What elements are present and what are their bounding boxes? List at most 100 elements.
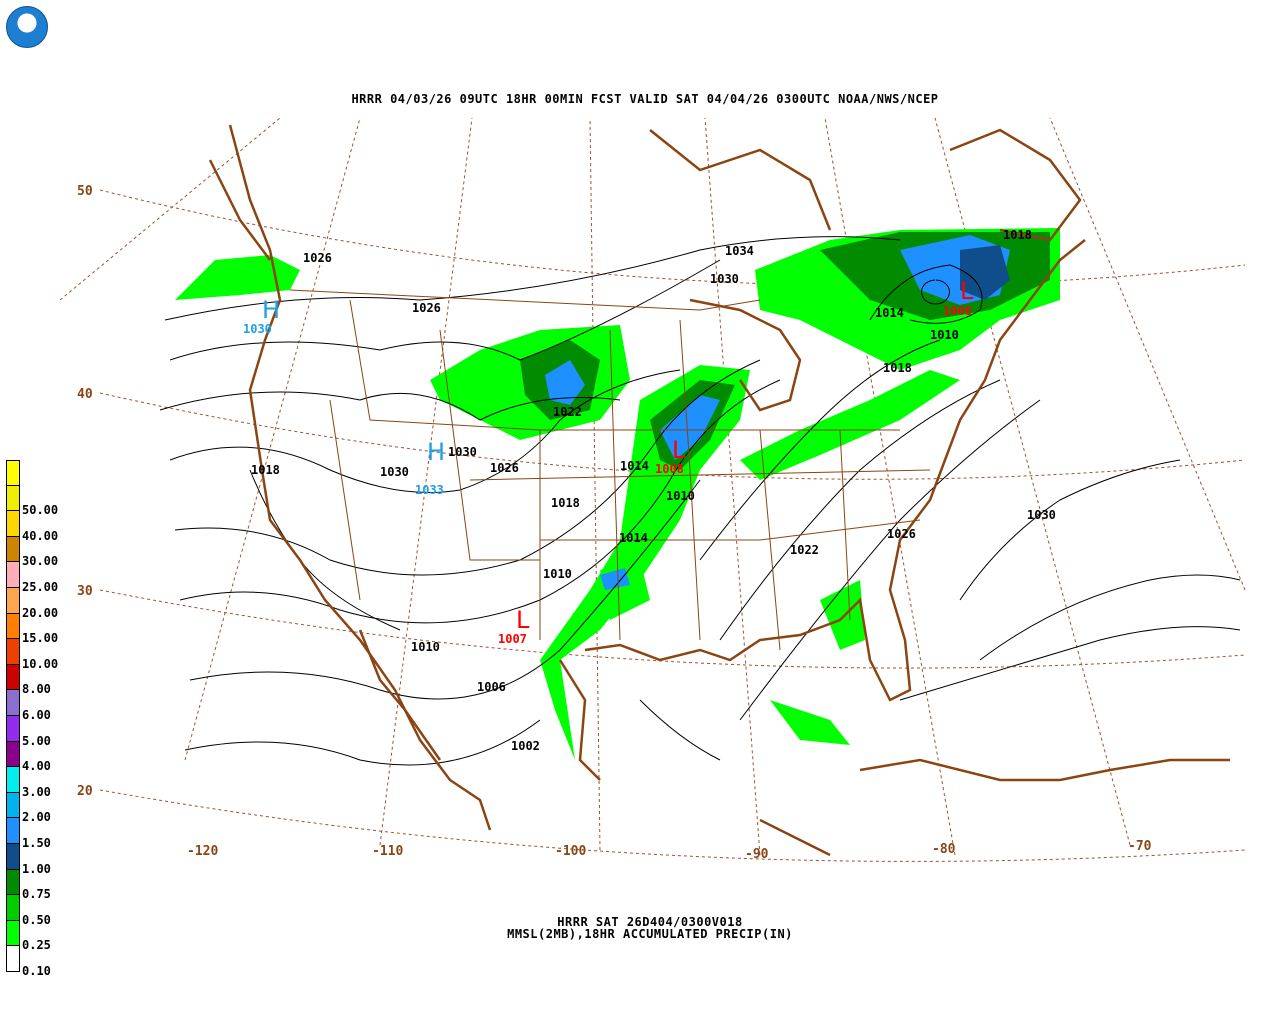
precip-area: [600, 568, 630, 590]
legend-label: 4.00: [22, 759, 51, 774]
legend-swatch: 3.00: [6, 767, 51, 799]
longitude-line: [379, 117, 473, 846]
isobar-label: 1010: [543, 567, 572, 581]
latitude-label: 50: [77, 184, 93, 199]
isobar-label: 1026: [887, 527, 916, 541]
legend-swatch: 0.75: [6, 869, 51, 901]
longitude-label: -110: [372, 844, 403, 859]
legend-swatch: 40.00: [6, 511, 58, 543]
isobar: [959, 459, 1181, 601]
precip-area: [540, 365, 750, 760]
isobar-label: 1022: [790, 543, 819, 557]
pressure-center-value: 1030: [243, 322, 272, 336]
legend-swatch: 30.00: [6, 536, 58, 568]
isobar: [249, 469, 401, 631]
legend-label: 0.10: [22, 963, 51, 978]
precip-area: [175, 255, 300, 300]
isobar-label: 1026: [412, 301, 441, 315]
legend-label: 1.00: [22, 861, 51, 876]
state-border: [439, 329, 540, 561]
legend-swatch: [6, 460, 20, 486]
coastline: [584, 239, 1086, 702]
legend-label: 25.00: [22, 579, 59, 594]
pressure-center-value: 1006: [943, 304, 972, 318]
isobar-label: 1026: [490, 461, 519, 475]
legend-swatch: 5.00: [6, 715, 51, 748]
isobar: [739, 399, 1041, 721]
coastline: [759, 818, 831, 857]
isobar: [921, 279, 950, 305]
isobar-label: 1014: [619, 531, 648, 545]
isobar-label: 1026: [303, 251, 332, 265]
longitude-line: [1049, 117, 1246, 591]
legend-label: 40.00: [22, 528, 59, 543]
legend-swatch: 25.00: [6, 562, 58, 594]
coastline: [689, 298, 802, 412]
isobars: [159, 236, 1241, 766]
legend-label: 8.00: [22, 682, 51, 697]
isobar-label: 1010: [666, 489, 695, 503]
precip-area: [820, 580, 865, 650]
coastline: [358, 629, 442, 761]
legend-label: 15.00: [22, 631, 59, 646]
latitude-label: 40: [77, 387, 93, 402]
coastline: [228, 124, 492, 831]
isobar-label: 1034: [725, 244, 754, 258]
legend-swatch: 2.00: [6, 792, 51, 824]
legend-swatch: 1.50: [6, 818, 51, 850]
isobar-label: 1030: [448, 445, 477, 459]
legend-swatch: 4.00: [6, 741, 51, 773]
legend-swatch: 50.00: [6, 485, 58, 517]
isobar-label: 1018: [551, 496, 580, 510]
isobar-label: 1018: [251, 463, 280, 477]
longitude-label: -90: [745, 847, 769, 862]
isobar: [169, 369, 681, 493]
legend-swatch: 0.50: [6, 895, 51, 927]
legend-label: 6.00: [22, 707, 51, 722]
isobar: [639, 699, 721, 761]
high-pressure-marker: H: [427, 438, 445, 466]
high-pressure-marker: H: [262, 296, 280, 324]
legend-label: 2.00: [22, 810, 51, 825]
state-border: [540, 519, 921, 541]
state-border: [609, 329, 621, 641]
coastlines: [208, 124, 1230, 857]
isobar-label: 1018: [1003, 228, 1032, 242]
legend-swatch: 15.00: [6, 613, 58, 645]
coastline: [208, 159, 271, 261]
low-pressure-marker: L: [672, 436, 686, 464]
state-border: [759, 429, 781, 651]
isobar-label: 1006: [477, 680, 506, 694]
isobar: [699, 339, 941, 561]
longitude-line: [589, 117, 601, 851]
state-border: [329, 399, 361, 601]
precip-area: [660, 395, 720, 460]
isobar: [159, 391, 621, 421]
legend-label: 0.25: [22, 938, 51, 953]
precip-area: [740, 370, 960, 480]
legend-label: 3.00: [22, 784, 51, 799]
noaa-logo: [6, 6, 48, 48]
state-border: [289, 289, 761, 311]
legend-label: 5.00: [22, 733, 51, 748]
legend-swatch: 8.00: [6, 664, 51, 696]
isobar-label: 1010: [411, 640, 440, 654]
graticule: [59, 117, 1246, 862]
longitude-line: [704, 117, 761, 856]
longitude-label: -70: [1128, 839, 1152, 854]
state-borders: [289, 289, 931, 651]
state-border: [679, 319, 701, 641]
latitude-line: [99, 589, 1246, 669]
isobar: [979, 574, 1241, 661]
isobar-label: 1022: [553, 405, 582, 419]
precip-areas: [175, 228, 1060, 760]
legend-label: 50.00: [22, 503, 59, 518]
legend-label: 1.50: [22, 835, 51, 850]
isobar-label: 1010: [930, 328, 959, 342]
longitude-label: -100: [555, 844, 586, 859]
low-pressure-marker: L: [516, 606, 530, 634]
longitude-line: [824, 117, 956, 856]
coastline: [949, 128, 1082, 242]
isobar-label: 1018: [883, 361, 912, 375]
